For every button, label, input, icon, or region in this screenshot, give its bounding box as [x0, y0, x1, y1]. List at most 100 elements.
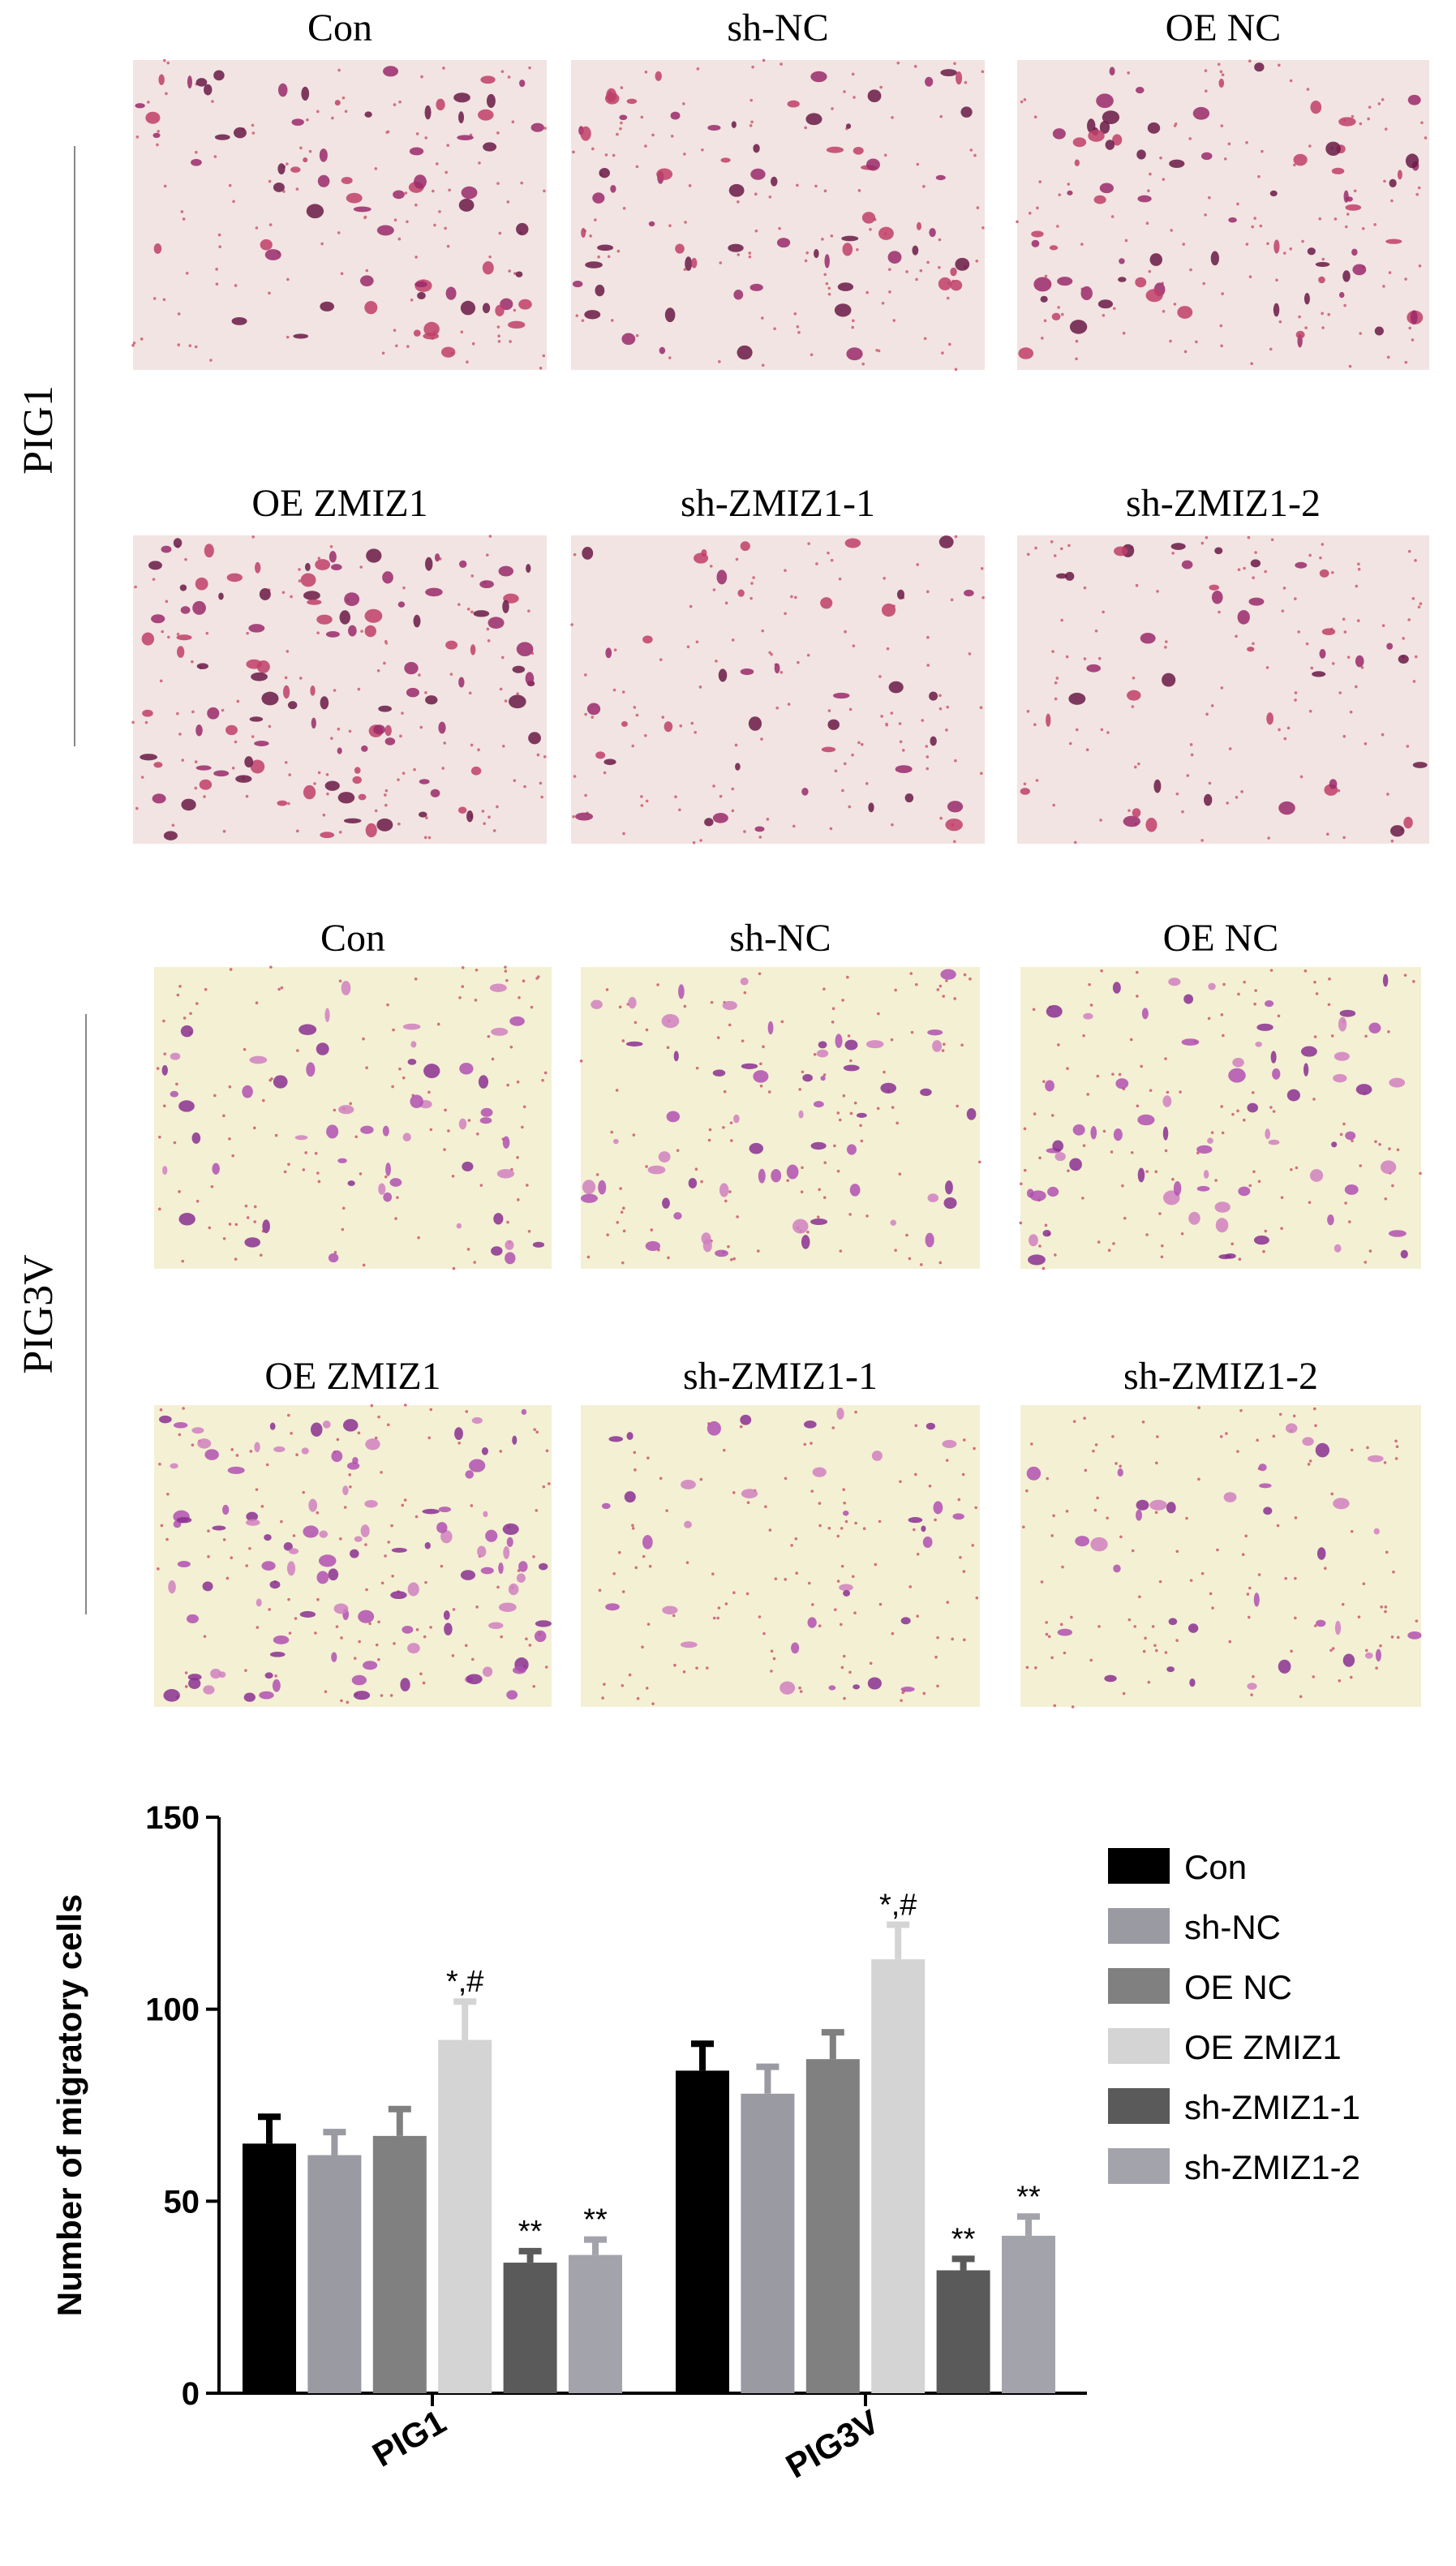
debris	[1337, 789, 1341, 793]
cell	[273, 182, 285, 192]
debris	[954, 367, 958, 372]
cell	[712, 1069, 726, 1077]
debris	[532, 1555, 535, 1558]
debris	[825, 282, 829, 286]
debris	[1066, 1067, 1069, 1070]
cell	[1272, 1068, 1281, 1080]
debris	[979, 706, 983, 710]
cell	[505, 1252, 516, 1265]
cell	[1355, 655, 1364, 668]
debris	[280, 986, 284, 990]
debris	[971, 1544, 975, 1547]
debris	[946, 705, 950, 709]
cell	[890, 1219, 896, 1226]
debris	[1321, 543, 1325, 546]
debris	[679, 724, 683, 728]
bar	[741, 2093, 795, 2393]
debris	[749, 123, 753, 127]
debris	[1299, 775, 1304, 779]
debris	[509, 1045, 513, 1049]
cell	[716, 570, 728, 585]
debris	[621, 1261, 625, 1265]
cell	[516, 1573, 526, 1583]
debris	[1136, 995, 1139, 998]
debris	[1315, 992, 1319, 995]
cell	[586, 703, 601, 716]
cell	[818, 1041, 827, 1049]
debris	[375, 1643, 379, 1647]
debris	[759, 1084, 763, 1088]
debris	[158, 1207, 161, 1211]
cell	[1329, 779, 1338, 789]
cell	[526, 564, 531, 574]
debris	[516, 1155, 519, 1159]
debris	[543, 755, 547, 759]
cell	[498, 1602, 517, 1612]
cell	[1105, 140, 1115, 150]
cell	[254, 740, 269, 746]
debris	[1290, 1649, 1293, 1653]
debris	[634, 1566, 638, 1570]
debris	[466, 1248, 470, 1251]
debris	[618, 1005, 622, 1009]
debris	[979, 772, 983, 776]
debris	[842, 1654, 846, 1658]
cell	[1334, 1051, 1350, 1061]
cell	[343, 818, 362, 823]
cell	[814, 249, 819, 259]
debris	[656, 983, 659, 986]
debris	[1357, 567, 1361, 571]
debris	[1181, 810, 1184, 814]
debris	[1102, 313, 1106, 317]
debris	[960, 1043, 964, 1047]
cell	[1338, 117, 1356, 127]
cell	[842, 1511, 849, 1516]
error-bar	[584, 2236, 607, 2255]
debris	[166, 1493, 170, 1496]
cell	[188, 1678, 201, 1689]
cell	[249, 716, 264, 722]
cell	[303, 784, 316, 800]
debris	[925, 745, 929, 748]
cell	[737, 589, 745, 597]
debris	[1342, 617, 1346, 621]
debris	[573, 775, 577, 778]
debris	[695, 1066, 699, 1070]
cell	[1385, 239, 1402, 244]
debris	[1313, 1035, 1317, 1038]
debris	[1254, 551, 1257, 554]
debris	[1082, 1144, 1086, 1147]
debris	[1312, 1675, 1316, 1678]
cell	[316, 1042, 329, 1055]
cell	[1088, 129, 1105, 142]
debris	[1346, 655, 1351, 659]
debris	[1396, 1148, 1400, 1152]
cell	[414, 281, 427, 288]
cell	[1090, 1125, 1097, 1140]
cell	[142, 709, 153, 717]
debris	[896, 1121, 900, 1125]
debris	[848, 1670, 852, 1674]
debris	[427, 836, 432, 840]
debris	[348, 729, 352, 733]
debris	[651, 133, 655, 137]
cell	[605, 1603, 620, 1611]
debris	[518, 995, 521, 999]
debris	[294, 1617, 298, 1620]
cell	[479, 580, 494, 589]
cell	[592, 192, 605, 204]
cell	[1080, 286, 1093, 301]
cell	[282, 685, 290, 699]
debris	[603, 1683, 606, 1686]
debris	[1145, 221, 1149, 226]
debris	[357, 1431, 361, 1435]
cell	[1412, 762, 1428, 768]
debris	[1040, 1580, 1044, 1584]
debris	[329, 544, 333, 548]
cell	[1345, 1131, 1356, 1141]
debris	[1282, 587, 1286, 590]
debris	[1135, 583, 1139, 587]
bar	[676, 2070, 729, 2393]
debris	[818, 1624, 822, 1627]
debris	[836, 1111, 840, 1115]
